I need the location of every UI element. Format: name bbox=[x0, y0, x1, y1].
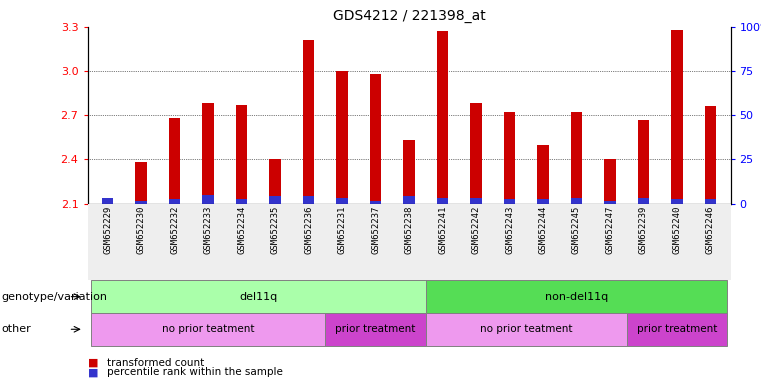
Bar bbox=[169, 199, 180, 204]
Bar bbox=[370, 200, 381, 204]
Bar bbox=[638, 198, 649, 204]
Bar bbox=[403, 196, 415, 204]
Text: GSM652230: GSM652230 bbox=[137, 206, 145, 254]
Bar bbox=[135, 162, 147, 204]
Text: prior treatment: prior treatment bbox=[637, 324, 717, 334]
Bar bbox=[336, 71, 348, 204]
Text: GSM652238: GSM652238 bbox=[405, 206, 413, 254]
Bar bbox=[169, 118, 180, 204]
Bar bbox=[269, 196, 281, 204]
Bar bbox=[91, 313, 325, 346]
Text: GSM652233: GSM652233 bbox=[204, 206, 212, 254]
Bar bbox=[236, 105, 247, 204]
Bar bbox=[627, 313, 728, 346]
Bar bbox=[102, 198, 113, 204]
Text: GSM652246: GSM652246 bbox=[706, 206, 715, 254]
Bar bbox=[426, 280, 728, 313]
Title: GDS4212 / 221398_at: GDS4212 / 221398_at bbox=[333, 9, 486, 23]
Text: del11q: del11q bbox=[239, 291, 278, 302]
Text: other: other bbox=[2, 324, 31, 334]
Text: GSM652243: GSM652243 bbox=[505, 206, 514, 254]
Bar bbox=[202, 195, 214, 204]
Bar bbox=[470, 103, 482, 204]
Bar bbox=[604, 159, 616, 204]
Text: non-del11q: non-del11q bbox=[545, 291, 608, 302]
Text: GSM652229: GSM652229 bbox=[103, 206, 112, 254]
Text: GSM652247: GSM652247 bbox=[606, 206, 614, 254]
Text: GSM652235: GSM652235 bbox=[271, 206, 279, 254]
Text: GSM652237: GSM652237 bbox=[371, 206, 380, 254]
Bar bbox=[370, 74, 381, 204]
Bar bbox=[571, 112, 582, 204]
Bar bbox=[705, 106, 716, 204]
Bar bbox=[336, 198, 348, 204]
Text: GSM652244: GSM652244 bbox=[539, 206, 547, 254]
Bar bbox=[102, 199, 113, 204]
Bar bbox=[437, 31, 448, 204]
Bar bbox=[504, 199, 515, 204]
Bar bbox=[303, 40, 314, 204]
Text: no prior teatment: no prior teatment bbox=[480, 324, 572, 334]
Bar bbox=[403, 140, 415, 204]
Text: GSM652242: GSM652242 bbox=[472, 206, 480, 254]
Bar bbox=[537, 145, 549, 204]
Text: GSM652239: GSM652239 bbox=[639, 206, 648, 254]
Text: ■: ■ bbox=[88, 358, 98, 368]
Bar bbox=[470, 198, 482, 204]
Text: no prior teatment: no prior teatment bbox=[162, 324, 254, 334]
Text: prior treatment: prior treatment bbox=[336, 324, 416, 334]
Bar bbox=[671, 199, 683, 204]
Text: GSM652245: GSM652245 bbox=[572, 206, 581, 254]
Bar bbox=[303, 196, 314, 204]
Bar bbox=[504, 112, 515, 204]
Bar bbox=[437, 198, 448, 204]
Bar bbox=[638, 120, 649, 204]
Text: GSM652240: GSM652240 bbox=[673, 206, 681, 254]
Bar bbox=[537, 199, 549, 204]
Bar bbox=[426, 313, 627, 346]
Bar bbox=[325, 313, 426, 346]
Text: GSM652236: GSM652236 bbox=[304, 206, 313, 254]
Text: GSM652232: GSM652232 bbox=[170, 206, 179, 254]
Bar bbox=[604, 200, 616, 204]
Bar bbox=[571, 198, 582, 204]
Text: GSM652231: GSM652231 bbox=[338, 206, 346, 254]
Bar bbox=[202, 103, 214, 204]
Text: transformed count: transformed count bbox=[107, 358, 204, 368]
Bar bbox=[236, 199, 247, 204]
Text: GSM652234: GSM652234 bbox=[237, 206, 246, 254]
Bar bbox=[135, 200, 147, 204]
Bar bbox=[91, 280, 426, 313]
Text: GSM652241: GSM652241 bbox=[438, 206, 447, 254]
Text: genotype/variation: genotype/variation bbox=[2, 291, 107, 302]
Text: ■: ■ bbox=[88, 367, 98, 377]
Bar bbox=[705, 199, 716, 204]
Text: percentile rank within the sample: percentile rank within the sample bbox=[107, 367, 282, 377]
Bar bbox=[269, 159, 281, 204]
Bar bbox=[671, 30, 683, 204]
